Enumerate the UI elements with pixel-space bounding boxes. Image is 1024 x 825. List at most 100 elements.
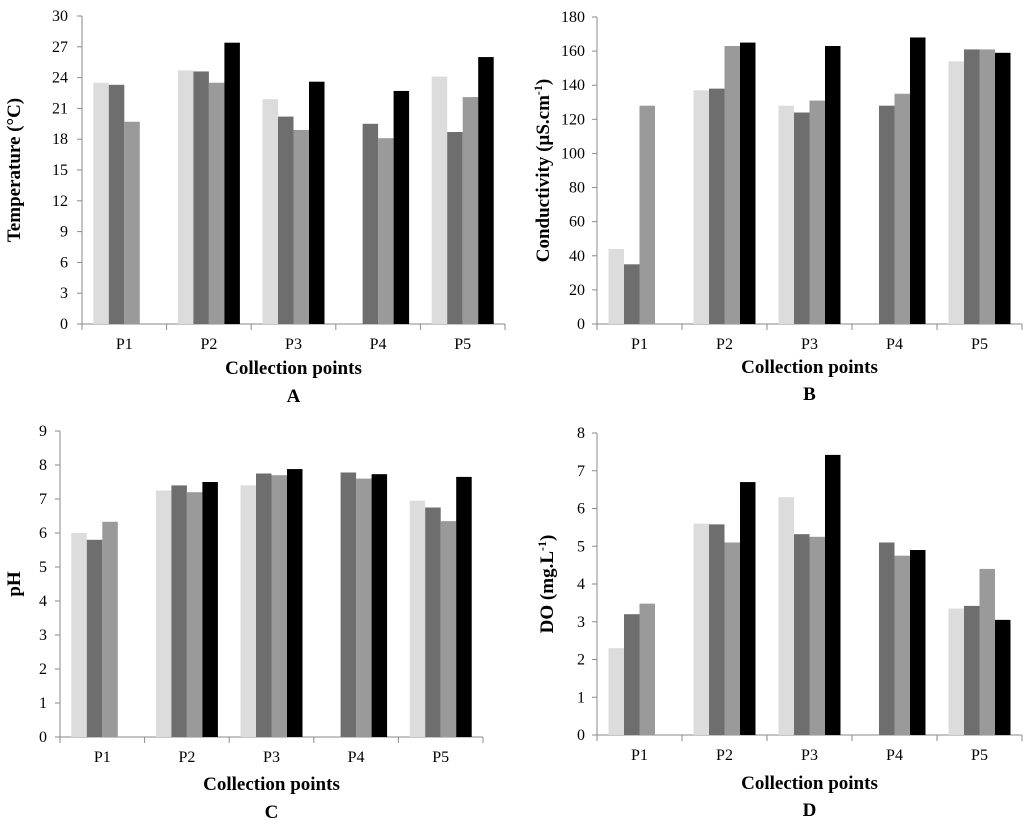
bar-p3-series-4: [825, 45, 841, 324]
bar-p3-series-4: [287, 469, 303, 737]
x-tick-label: P1: [631, 747, 648, 764]
bar-p2-series-1: [155, 490, 172, 737]
y-tick-label: 7: [577, 463, 585, 480]
bar-p4-series-4: [910, 37, 926, 324]
panel-letter: C: [265, 802, 279, 823]
y-tick-label: 6: [577, 501, 585, 518]
bar-p1-series-3: [102, 521, 118, 737]
bar-p1-series-2: [624, 614, 640, 735]
bar-p2-series-4: [224, 42, 240, 325]
bar-p4-series-3: [894, 555, 910, 735]
bar-p1-series-3: [639, 603, 655, 735]
bar-p3-series-3: [293, 129, 309, 324]
y-tick-label: 60: [569, 214, 585, 231]
bar-p1-series-1: [608, 248, 624, 324]
y-tick-label: 21: [52, 100, 68, 117]
y-tick-label: 0: [577, 316, 585, 333]
y-tick-label: 100: [561, 145, 585, 162]
bar-p1-series-2: [108, 84, 125, 324]
bar-p4-series-4: [393, 90, 410, 325]
x-tick-label: P3: [263, 749, 280, 766]
chart-panel-b: 0 20 40 60 80 100 120 140 160 180 P1 P2 P3 P4 P5 Conduc…: [531, 9, 1023, 405]
bar-p3-series-2: [278, 116, 294, 324]
bar-p3-series-2: [794, 112, 810, 324]
x-tick-label: P1: [94, 749, 111, 766]
x-tick-label: P2: [716, 336, 733, 353]
bar-p3-series-1: [262, 99, 278, 324]
x-tick-label: P3: [801, 336, 818, 353]
bar-p4-series-4: [371, 474, 388, 737]
bar-p2-series-1: [693, 523, 709, 735]
y-tick-label: 0: [60, 316, 68, 333]
y-tick-label: 3: [577, 614, 585, 631]
y-tick-label: 3: [60, 285, 68, 302]
panel-letter: A: [287, 386, 301, 407]
bar-p1-series-1: [71, 533, 87, 737]
panel-letter: B: [803, 384, 816, 405]
bar-p4-series-2: [879, 542, 895, 735]
bar-p1-series-3: [639, 105, 655, 324]
bar-p2-series-3: [208, 82, 225, 324]
bar-p2-series-2: [709, 88, 725, 324]
bar-p4-series-3: [356, 478, 372, 737]
bar-p5-series-2: [964, 49, 980, 325]
bar-p5-series-1: [948, 608, 964, 735]
y-tick-label: 8: [39, 457, 47, 474]
bar-p5-series-1: [948, 61, 964, 324]
bar-p1-series-3: [124, 121, 140, 324]
bar-p5-series-1: [409, 500, 426, 737]
y-tick-label: 6: [39, 525, 47, 542]
bar-p4-series-2: [879, 105, 895, 324]
bar-p3-series-1: [778, 497, 794, 735]
bar-p2-series-2: [171, 485, 187, 737]
bar-p3-series-1: [778, 105, 794, 324]
x-tick-label: P3: [801, 747, 818, 764]
x-tick-label: P3: [285, 336, 302, 353]
y-tick-label: 4: [39, 593, 47, 610]
bar-p1-series-2: [624, 264, 640, 324]
bar-p3-series-2: [256, 473, 272, 737]
bar-p4-series-2: [362, 123, 379, 324]
x-axis-title: Collection points: [203, 774, 340, 795]
bar-p2-series-4: [740, 42, 756, 324]
bar-p5-series-2: [425, 507, 441, 737]
y-tick-label: 0: [39, 729, 47, 746]
bar-p5-series-4: [456, 476, 472, 737]
y-tick-label: 12: [52, 193, 68, 210]
y-tick-label: 2: [39, 661, 47, 678]
bar-p4-series-4: [910, 550, 926, 735]
panel-letter: D: [803, 800, 817, 821]
y-tick-label: 120: [561, 111, 585, 128]
x-tick-label: P1: [116, 336, 133, 353]
y-tick-label: 24: [52, 70, 68, 87]
x-tick-label: P1: [631, 336, 648, 353]
bar-p1-series-1: [93, 82, 109, 324]
bar-p2-series-4: [740, 482, 756, 735]
bar-p5-series-3: [979, 49, 995, 325]
y-axis-title: DO (mg.L-1): [535, 535, 558, 634]
y-tick-label: 9: [60, 224, 68, 241]
bar-p5-series-4: [995, 619, 1011, 735]
y-tick-label: 140: [561, 77, 585, 94]
y-tick-label: 40: [569, 248, 585, 265]
bar-p3-series-4: [309, 81, 325, 324]
bar-p3-series-1: [240, 485, 256, 737]
y-tick-label: 3: [39, 627, 47, 644]
y-tick-label: 5: [39, 559, 47, 576]
x-tick-label: P5: [454, 336, 471, 353]
bar-p2-series-4: [202, 482, 218, 737]
bar-p5-series-2: [964, 605, 980, 735]
y-axis-title: Conductivity (µS.cm-1): [531, 79, 554, 263]
x-tick-label: P4: [886, 747, 903, 764]
bar-p3-series-3: [271, 475, 287, 737]
x-tick-label: P4: [370, 336, 387, 353]
x-tick-label: P2: [178, 749, 195, 766]
chart-panel-a: 0 3 6 9 12 15 18 21 24 27 30 P1 P2 P3 P4 P5 Temperature …: [4, 8, 506, 407]
bar-p2-series-1: [177, 70, 194, 324]
bar-p5-series-4: [478, 57, 494, 325]
bar-p5-series-3: [440, 521, 457, 737]
chart-panel-c: 0 1 2 3 4 5 6 7 8 9 P1 P2 P3 P4 P5 pH Collection points C: [4, 423, 484, 823]
y-tick-label: 80: [569, 180, 585, 197]
x-tick-label: P4: [348, 749, 365, 766]
